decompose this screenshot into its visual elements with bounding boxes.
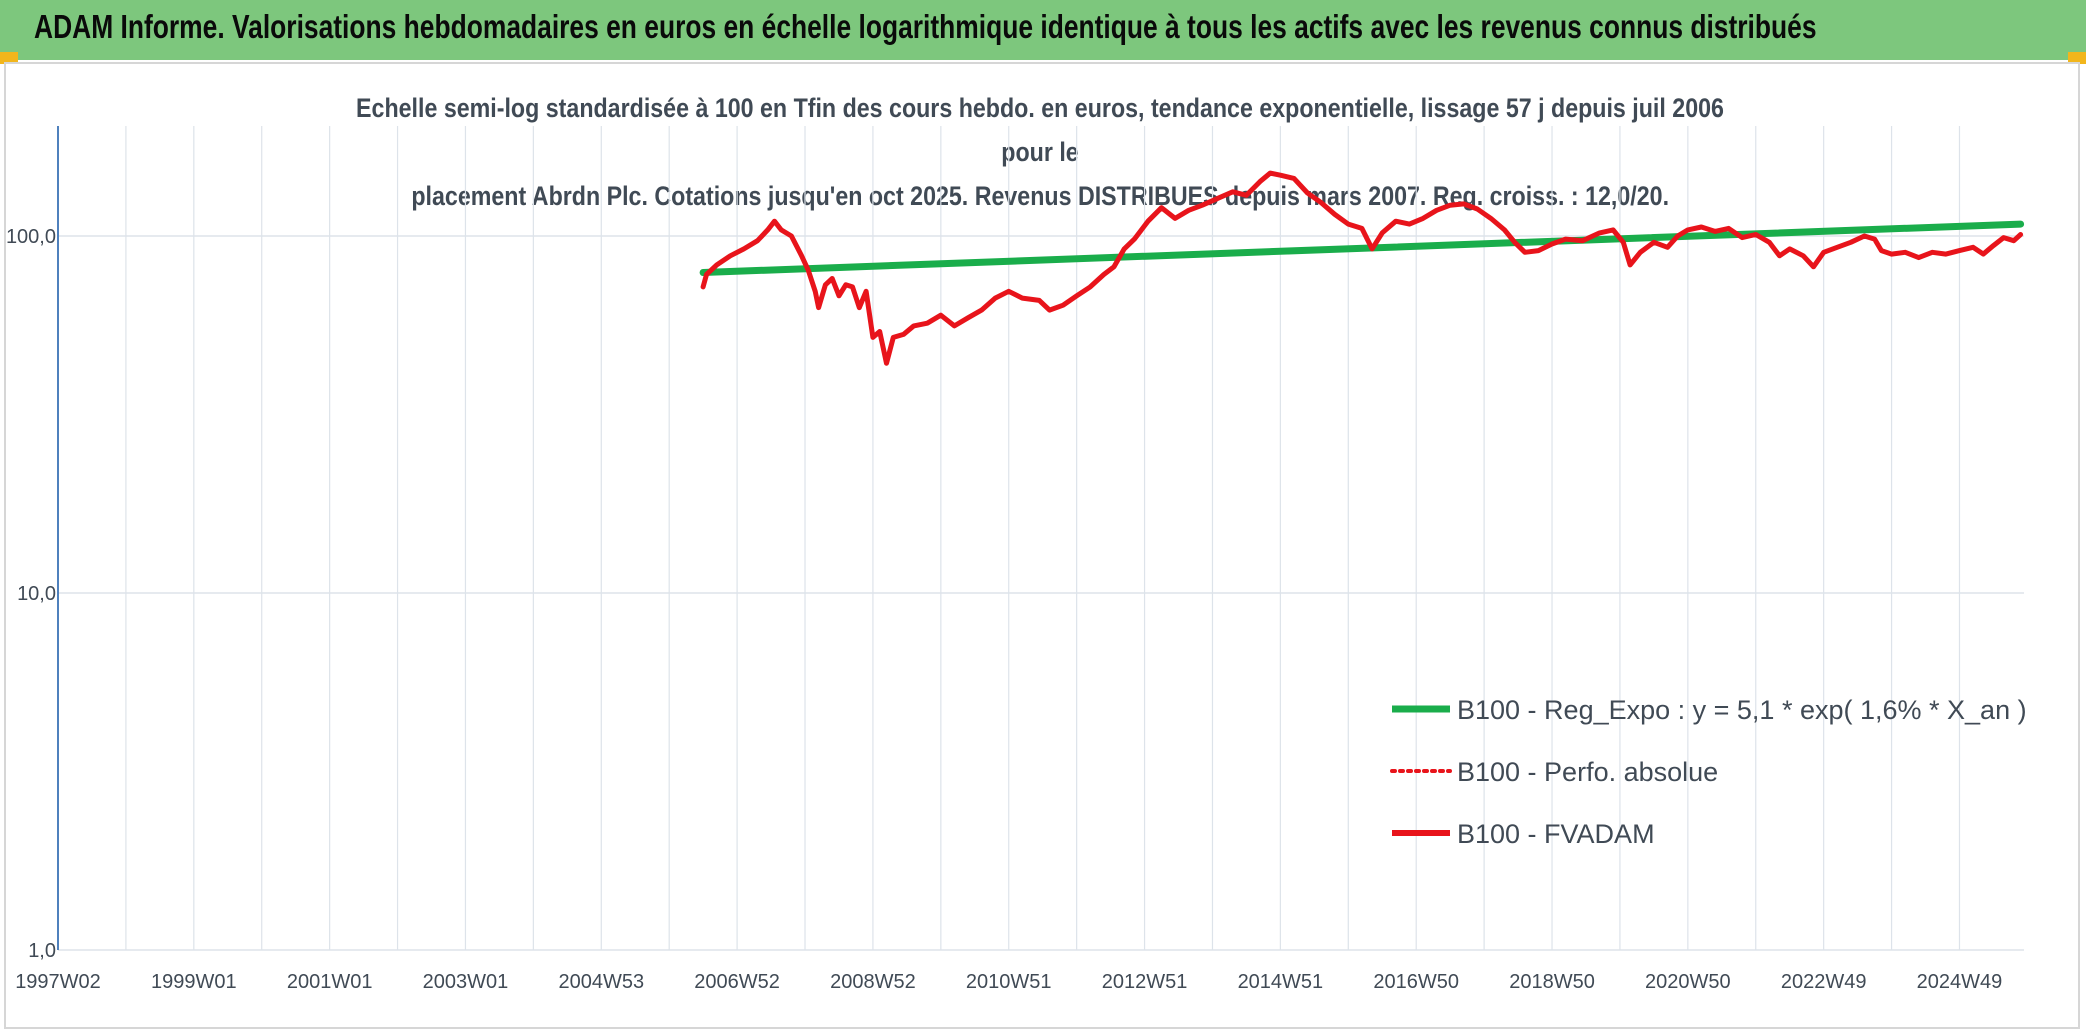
banner-title: ADAM Informe. Valorisations hebdomadaire… xyxy=(34,8,1817,45)
legend-label-fvadam: B100 - FVADAM xyxy=(1457,819,1655,849)
header-banner: ADAM Informe. Valorisations hebdomadaire… xyxy=(0,0,2086,60)
series-regression-line xyxy=(699,220,2025,276)
x-tick-label: 2003W01 xyxy=(423,971,509,993)
x-tick-label: 2020W50 xyxy=(1645,971,1731,993)
y-tick-label: 100,0 xyxy=(6,226,56,248)
x-tick-label: 1999W01 xyxy=(151,971,237,993)
x-tick-label: 2008W52 xyxy=(830,971,916,993)
x-tick-label: 2022W49 xyxy=(1781,971,1867,993)
y-tick-label: 10,0 xyxy=(17,583,56,605)
legend-label-perfo: B100 - Perfo. absolue xyxy=(1457,757,1718,787)
chart-title: Echelle semi-log standardisée à 100 en T… xyxy=(240,86,1840,218)
chart-frame xyxy=(4,62,2080,1029)
series-fvadam-line xyxy=(700,170,2024,366)
legend: B100 - Reg_Expo : y = 5,1 * exp( 1,6% * … xyxy=(1390,695,2027,849)
x-tick-label: 2018W50 xyxy=(1509,971,1595,993)
x-tick-label: 2010W51 xyxy=(966,971,1052,993)
x-tick-label: 2016W50 xyxy=(1373,971,1459,993)
x-tick-label: 2001W01 xyxy=(287,971,373,993)
y-tick-label: 1,0 xyxy=(28,940,56,962)
x-tick-label: 2006W52 xyxy=(694,971,780,993)
x-tick-label: 2024W49 xyxy=(1917,971,2003,993)
x-tick-label: 2004W53 xyxy=(558,971,644,993)
x-tick-label: 1997W02 xyxy=(15,971,101,993)
x-tick-label: 2012W51 xyxy=(1102,971,1188,993)
legend-label-regression: B100 - Reg_Expo : y = 5,1 * exp( 1,6% * … xyxy=(1457,695,2027,725)
chart-title-line-1: Echelle semi-log standardisée à 100 en T… xyxy=(356,93,1724,167)
corner-marker-right xyxy=(2068,52,2086,64)
corner-marker-left xyxy=(0,52,18,64)
x-tick-label: 2014W51 xyxy=(1238,971,1324,993)
